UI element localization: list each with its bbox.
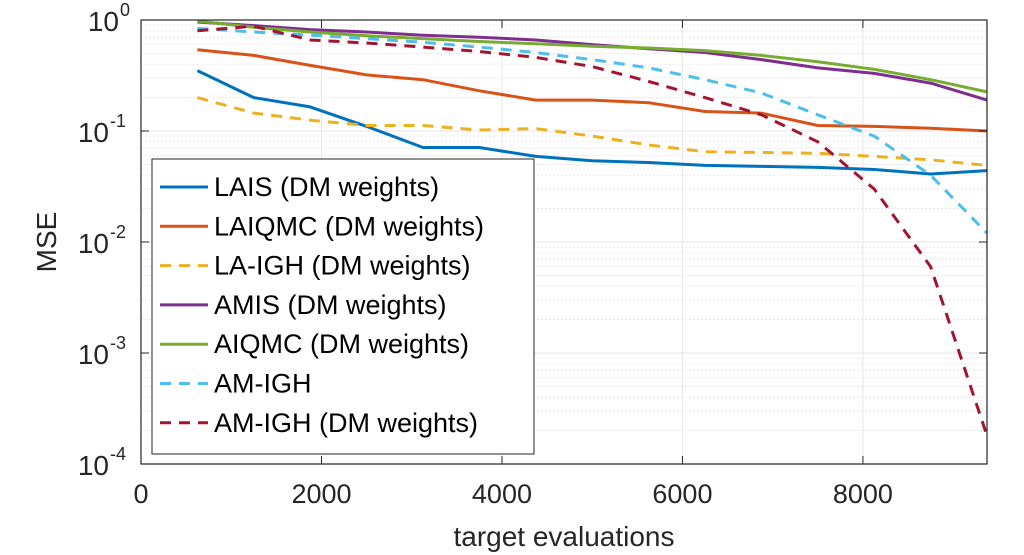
legend-item: AIQMC (DM weights) [160, 329, 469, 359]
y-tick-label: 10 0 [88, 0, 130, 37]
axis-ticks [140, 19, 987, 465]
y-tick-base: 10 [78, 228, 109, 259]
y-tick-exponent: 0 [120, 0, 130, 20]
y-tick-exponent: -1 [110, 111, 126, 131]
series-line-4 [197, 20, 988, 102]
legend-box [151, 158, 535, 455]
x-tick-label: 2000 [291, 479, 351, 509]
series-lines [196, 19, 989, 437]
legend-label: AM-IGH (DM weights) [214, 408, 478, 438]
y-tick-exponent: -2 [110, 222, 126, 242]
y-tick-label: 10 -2 [78, 222, 126, 259]
legend-item: AM-IGH [160, 369, 312, 399]
y-tick-base: 10 [78, 339, 109, 370]
legend-item: LA-IGH (DM weights) [160, 251, 471, 281]
y-tick-base: 10 [78, 117, 109, 148]
series-line-5 [197, 19, 988, 94]
y-tick-label: 10 -1 [78, 111, 126, 148]
legend-label: LA-IGH (DM weights) [214, 251, 471, 281]
y-axis-label: MSE [31, 212, 62, 273]
legend-item: AM-IGH (DM weights) [160, 408, 478, 438]
legend-label: AM-IGH [214, 369, 312, 399]
x-tick-label: 4000 [472, 479, 532, 509]
series-line-1 [196, 69, 988, 176]
legend-label: AIQMC (DM weights) [214, 329, 469, 359]
series-line-2 [197, 48, 988, 133]
series-line-3 [197, 96, 988, 167]
legend-item: LAIS (DM weights) [160, 172, 439, 202]
legend-label: AMIS (DM weights) [214, 290, 447, 320]
legend-item: AMIS (DM weights) [160, 290, 447, 320]
series-line-7 [197, 24, 989, 437]
y-tick-base: 10 [88, 6, 119, 37]
x-tick-label: 6000 [652, 479, 712, 509]
y-tick-exponent: -3 [110, 333, 126, 353]
legend-label: LAIS (DM weights) [214, 172, 439, 202]
y-tick-label: 10 -3 [78, 333, 126, 370]
x-tick-label: 8000 [833, 479, 893, 509]
x-tick-label: 0 [133, 479, 148, 509]
y-tick-label: 10 -4 [78, 444, 126, 481]
y-tick-base: 10 [78, 450, 109, 481]
legend: LAIS (DM weights) LAIQMC (DM weights) LA-I… [151, 158, 535, 455]
legend-label: LAIQMC (DM weights) [214, 211, 484, 241]
x-tick-labels: 0 2000 4000 6000 8000 [133, 479, 892, 509]
y-tick-exponent: -4 [110, 444, 126, 464]
x-axis-label: target evaluations [453, 521, 674, 552]
series-line-6 [197, 26, 989, 235]
legend-item: LAIQMC (DM weights) [160, 211, 484, 241]
